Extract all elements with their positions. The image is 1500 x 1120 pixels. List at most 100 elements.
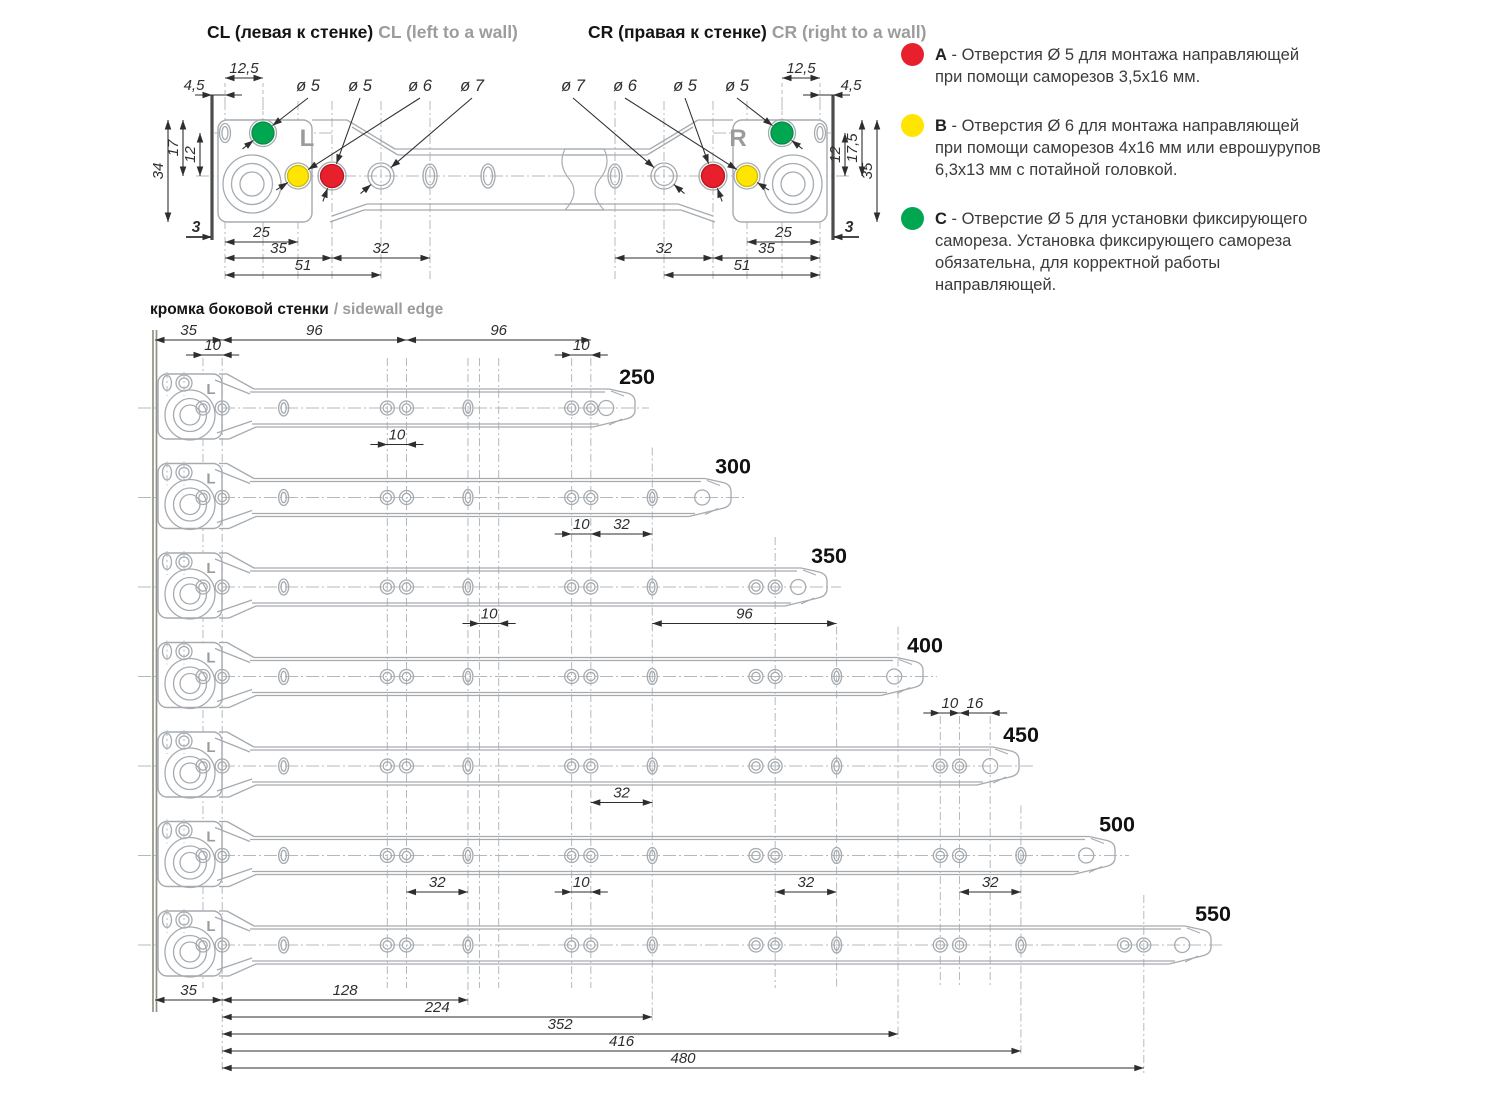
arrowhead xyxy=(196,133,204,143)
roller-circle xyxy=(164,926,216,978)
arrowhead xyxy=(179,166,187,176)
arrowhead xyxy=(272,117,282,126)
arrowhead xyxy=(222,1064,232,1072)
legend-c-line3: обязательна, для корректной работы xyxy=(935,254,1221,272)
mount-hole xyxy=(583,758,599,774)
mount-hole xyxy=(583,579,599,595)
roller-circle xyxy=(222,154,282,214)
mount-hole xyxy=(398,758,415,774)
arrowhead xyxy=(202,91,212,99)
arrowhead xyxy=(810,271,820,279)
arrowhead xyxy=(757,182,767,191)
mount-hole xyxy=(198,582,208,592)
leader-line xyxy=(572,97,655,168)
green-hole-icon xyxy=(901,207,924,230)
arrowhead xyxy=(278,182,288,191)
arrowhead xyxy=(562,888,572,896)
oval-hole xyxy=(424,166,436,186)
line xyxy=(216,688,253,703)
mount-hole xyxy=(195,489,211,506)
mount-slot xyxy=(277,846,290,865)
dim-value: 12,5 xyxy=(229,60,259,77)
dim-value: 10 xyxy=(481,606,498,623)
cr-title-en: CR (right to a wall) xyxy=(771,22,927,42)
line xyxy=(214,558,251,574)
red-hole-icon xyxy=(901,43,924,66)
mount-hole xyxy=(566,492,577,503)
line xyxy=(214,647,251,664)
legend-b-line3: 6,3х13 мм с потайной головкой. xyxy=(935,161,1178,179)
hole-ring xyxy=(317,161,347,191)
roller-circle xyxy=(230,162,274,206)
mount-hole xyxy=(770,761,781,771)
mount-hole xyxy=(585,671,596,682)
rail-tip xyxy=(1168,925,1212,965)
arrowhead xyxy=(196,166,204,176)
hole-diameter-label: ø 6 xyxy=(408,77,433,95)
side-marking: R xyxy=(729,125,746,152)
arrowhead xyxy=(1011,1047,1021,1055)
roller-circle xyxy=(763,154,823,214)
dim-value: 51 xyxy=(295,257,312,274)
mount-hole xyxy=(401,582,412,592)
mount-hole xyxy=(563,489,580,506)
mount-slot xyxy=(464,670,472,683)
mount-slot xyxy=(280,402,287,414)
mount-slot xyxy=(830,757,843,775)
mount-hole xyxy=(751,582,761,592)
hole-diameter-label: ø 6 xyxy=(613,77,638,95)
legend-b-line2: при помощи саморезов 4х16 мм или еврошур… xyxy=(935,139,1321,157)
roller-circle xyxy=(172,487,208,522)
mount-hole xyxy=(770,671,781,682)
hole-legend: A - Отверстия Ø 5 для монтажа направляющ… xyxy=(901,43,1476,323)
arrowhead xyxy=(164,120,172,130)
arrowhead xyxy=(763,117,773,126)
arrowhead xyxy=(590,888,601,896)
mount-hole xyxy=(198,940,208,950)
mount-hole xyxy=(398,579,415,595)
arrowhead xyxy=(727,161,737,170)
arrowhead xyxy=(827,620,837,627)
roller-circle xyxy=(172,845,208,880)
mount-hole xyxy=(585,761,596,771)
mount-hole xyxy=(566,582,577,592)
arrowhead xyxy=(212,336,223,344)
mount-hole xyxy=(379,758,395,774)
arrowhead xyxy=(390,158,401,168)
arrowhead xyxy=(361,184,372,194)
arrowhead xyxy=(1134,1064,1144,1072)
rail-size-label: 250 xyxy=(619,365,655,389)
mount-hole xyxy=(767,847,783,864)
arrowhead xyxy=(253,74,263,82)
end-hole xyxy=(886,668,903,685)
dim-value: 416 xyxy=(609,1033,635,1050)
mount-hole xyxy=(751,671,761,682)
mount-slot xyxy=(280,670,287,683)
mount-slot xyxy=(1015,846,1027,865)
line xyxy=(216,509,253,524)
arrowhead xyxy=(949,709,960,717)
dim-value: 4,5 xyxy=(841,77,863,94)
arrowhead xyxy=(225,254,235,262)
rail-size-label: 400 xyxy=(907,634,943,658)
arrowhead xyxy=(244,140,254,149)
rail-front-plate xyxy=(157,820,223,888)
line xyxy=(226,910,255,927)
euro-hole-yellow xyxy=(735,164,759,188)
mount-slot xyxy=(833,939,840,951)
dim-value: 12 xyxy=(827,146,844,163)
arrowhead xyxy=(590,799,601,806)
mount-hole xyxy=(770,582,781,592)
screw-hole-red xyxy=(700,163,726,189)
arrowhead xyxy=(590,351,601,359)
arrowhead xyxy=(642,530,653,538)
arrowhead xyxy=(308,161,318,170)
arrowhead xyxy=(810,91,820,99)
legend-letter-c: C xyxy=(935,210,947,228)
mount-hole xyxy=(563,847,580,864)
dim-value: 25 xyxy=(252,224,270,241)
break-line xyxy=(594,148,608,211)
mount-slot xyxy=(649,581,656,593)
mount-slot xyxy=(646,757,658,775)
